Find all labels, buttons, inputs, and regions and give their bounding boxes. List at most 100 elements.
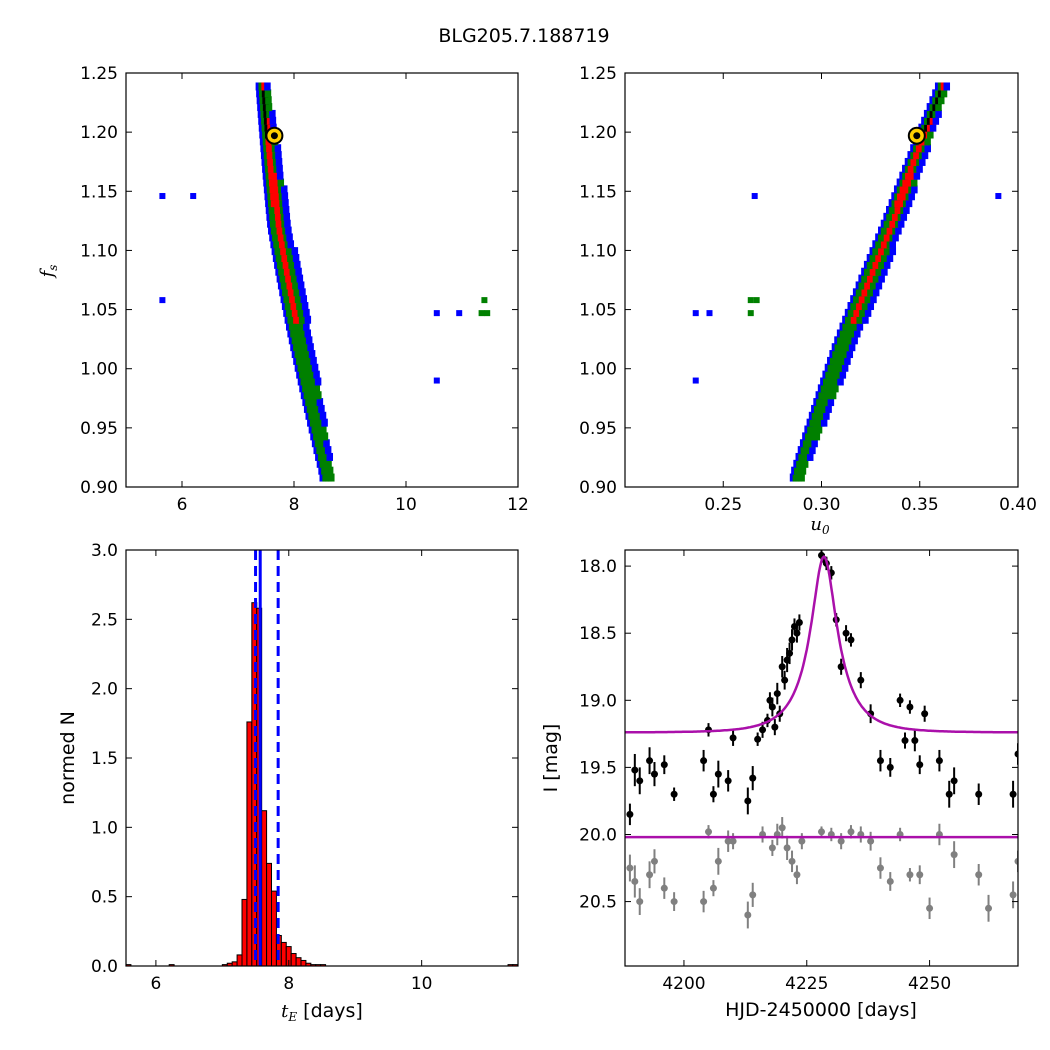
heatmap-cell (943, 82, 951, 91)
data-point (729, 734, 737, 742)
heatmap-cell (820, 418, 828, 427)
heatmap-cell (326, 452, 334, 461)
heatmap-cell (311, 363, 319, 372)
heatmap-cell (314, 377, 322, 386)
heatmap-cell (277, 178, 285, 187)
heatmap-cell (910, 178, 918, 187)
histogram-bar (261, 810, 268, 967)
heatmap-cell (319, 411, 327, 420)
heatmap-cell (326, 466, 334, 475)
outlier-cell-green (747, 310, 754, 317)
data-point (670, 790, 678, 798)
residual-point (709, 884, 717, 892)
y-tick-label: 1.25 (579, 64, 617, 84)
heatmap-cell (280, 185, 288, 194)
x-tick-label: 8 (289, 495, 300, 515)
heatmap-cell (316, 398, 324, 407)
heatmap-cell (892, 233, 899, 242)
heatmap-cell (275, 157, 283, 166)
heatmap-cell (328, 473, 335, 482)
heatmap-cell (929, 123, 937, 132)
heatmap-cell (867, 302, 875, 311)
heatmap-cell (307, 343, 314, 352)
heatmap-cell (864, 308, 872, 317)
outlier-cell-blue (456, 310, 463, 317)
panel-tE-histogram: 6 8 10 0.0 0.5 1.0 1.5 2.0 2.5 3.0 (91, 541, 519, 994)
residual-point (1014, 857, 1018, 865)
heatmap-cell (294, 260, 301, 269)
heatmap-cell (927, 130, 934, 139)
heatmap-cell (304, 329, 312, 338)
heatmap-cell (296, 274, 304, 283)
y-tick-label: 1.0 (91, 818, 118, 838)
residual-point (783, 844, 791, 852)
x-tick-label: 4200 (662, 974, 705, 994)
outlier-cell-blue (706, 310, 713, 317)
heatmap-cell (323, 439, 330, 448)
ylabel-fs: fs (37, 265, 60, 280)
data-point (768, 703, 776, 711)
residual-point (926, 904, 934, 912)
residual-point (985, 904, 993, 912)
heatmap-cell (878, 274, 885, 283)
heatmap-cell (924, 137, 931, 146)
y-tick-label: 1.15 (80, 182, 118, 202)
y-tick-label: 1.05 (579, 301, 617, 321)
residual-point (847, 828, 855, 836)
outlier-cell-blue (433, 377, 440, 384)
light-curve-body (625, 550, 1018, 929)
heatmap-cell (806, 452, 814, 461)
residual-point (788, 857, 796, 865)
outlier-cell-blue (692, 377, 699, 384)
heatmap-cell (932, 116, 940, 125)
heatmap-cell (924, 144, 931, 153)
heatmap-cell (286, 233, 293, 242)
x-tick-label: 0.25 (704, 495, 742, 515)
data-point (650, 770, 658, 778)
heatmap-cell (297, 281, 305, 290)
heatmap-cell (308, 350, 316, 359)
heatmap-cell (276, 164, 283, 173)
heatmap-cells (692, 82, 1002, 482)
heatmap-cell (905, 199, 913, 208)
heatmap-cell (291, 247, 299, 256)
residual-point (975, 871, 983, 879)
heatmap-cell (799, 466, 807, 475)
data-point (771, 723, 779, 731)
residual-point (1009, 891, 1017, 899)
heatmap-cell (282, 199, 289, 208)
outlier-cell-blue (995, 193, 1002, 200)
heatmap-cell (919, 157, 926, 166)
residual-point (646, 871, 654, 879)
heatmap-cell (303, 308, 310, 317)
heatmap-cell (313, 370, 320, 379)
heatmap-cell (283, 212, 291, 221)
residual-point (886, 877, 894, 885)
heatmap-cell (285, 226, 292, 235)
residual-point (950, 851, 958, 859)
heatmap-cell (848, 343, 856, 352)
heatmap-cell (809, 446, 816, 455)
heatmap-cell (275, 151, 282, 160)
x-tick-label: 0.40 (999, 495, 1037, 515)
x-tick-label: 4250 (908, 974, 951, 994)
heatmap-cell (303, 322, 310, 331)
residual-point (670, 898, 678, 906)
heatmap-cell (287, 240, 295, 249)
panel-light-curve: 4200 4225 4250 18.0 18.5 19.0 19.5 20.0 20.5 (579, 549, 1019, 994)
xlabel-u0: u0 (810, 514, 830, 537)
heatmap-cell (856, 322, 864, 331)
axes-frame (624, 549, 1019, 967)
y-tick-label: 0.95 (579, 419, 617, 439)
data-point (709, 790, 717, 798)
heatmap-cell (282, 205, 290, 214)
y-tick-label: 1.10 (579, 241, 617, 261)
heatmap-cell (889, 240, 896, 249)
heatmap-cell (903, 205, 910, 214)
heatmap-cell (911, 185, 918, 194)
heatmap-cell (854, 329, 861, 338)
heatmap-cell (318, 404, 325, 413)
data-point (847, 636, 855, 644)
data-point (896, 696, 904, 704)
heatmap-cell (886, 253, 894, 262)
